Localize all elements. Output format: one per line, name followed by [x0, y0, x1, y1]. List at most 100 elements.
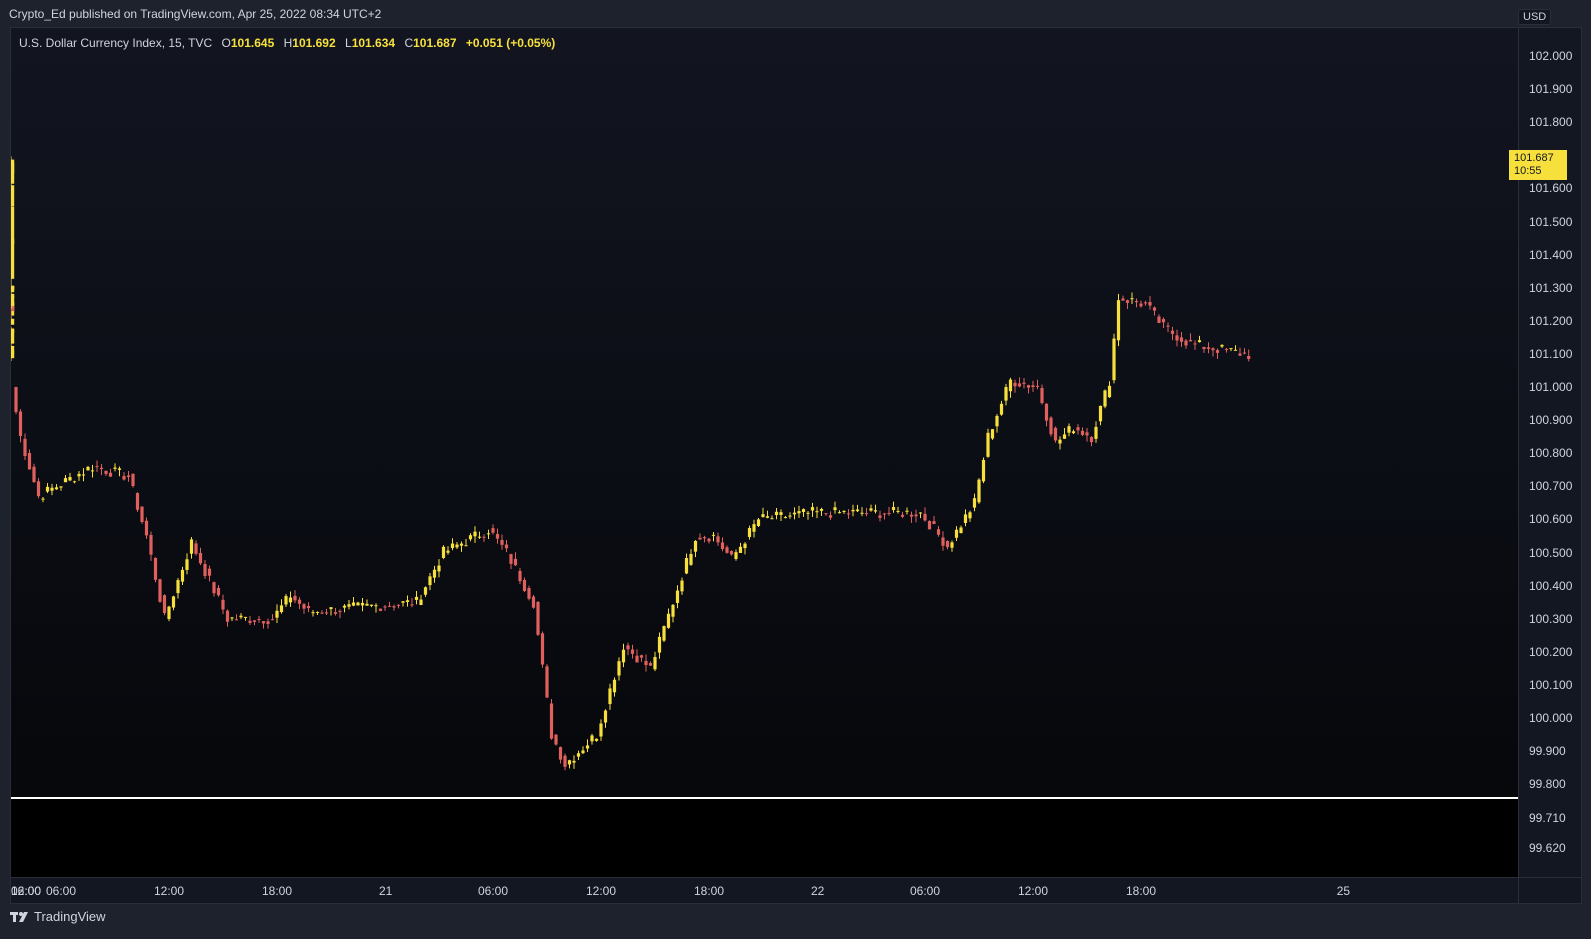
candle-body	[1013, 382, 1017, 387]
candle	[275, 604, 279, 623]
candle	[455, 541, 459, 550]
chart-frame[interactable]: U.S. Dollar Currency Index, 15, TVC O101…	[10, 27, 1582, 904]
last-price-label[interactable]: 101.687 10:55	[1509, 149, 1567, 180]
currency-badge[interactable]: USD	[1518, 9, 1552, 25]
candle	[500, 534, 504, 550]
candle-body	[11, 351, 15, 353]
candle	[11, 347, 15, 359]
candle	[851, 504, 855, 517]
bar-countdown: 10:55	[1514, 164, 1542, 177]
candle-body	[1188, 339, 1193, 342]
legend-change: +0.051 (+0.05%)	[465, 36, 556, 50]
candle	[63, 475, 68, 483]
candle-body	[99, 467, 104, 470]
tradingview-brand[interactable]: TradingView	[10, 909, 106, 924]
candle	[1112, 333, 1116, 384]
candle-body	[27, 453, 32, 470]
candle-body	[194, 543, 198, 554]
candle	[936, 526, 941, 537]
price-tick-label: 101.600	[1529, 181, 1573, 196]
time-tick-label: 21	[379, 884, 393, 898]
candle	[68, 472, 72, 482]
candle	[1058, 436, 1062, 450]
candle	[1215, 348, 1220, 359]
candle-body	[774, 511, 779, 516]
candle-body	[446, 550, 450, 553]
candle-body	[131, 473, 135, 486]
candle-body	[608, 688, 612, 705]
ohlc-legend: U.S. Dollar Currency Index, 15, TVC O101…	[19, 36, 555, 50]
candle	[14, 386, 18, 415]
price-tick-label: 102.000	[1529, 49, 1573, 63]
candle	[927, 520, 932, 530]
candle-body	[864, 513, 869, 515]
candlestick-chart[interactable]	[11, 28, 1518, 877]
candle	[720, 537, 725, 552]
candle	[540, 631, 545, 668]
candle-body	[482, 536, 486, 538]
candle	[396, 604, 401, 609]
price-axis[interactable]: 102.000 101.900 101.800 101.600 101.500 101.4…	[1518, 28, 1581, 877]
candle-body	[41, 498, 45, 500]
candle	[297, 597, 302, 610]
candle	[185, 553, 189, 575]
candle	[1035, 379, 1040, 390]
candle	[909, 511, 914, 523]
plot-area[interactable]: U.S. Dollar Currency Index, 15, TVC O101…	[11, 28, 1518, 877]
candle-body	[563, 755, 567, 767]
candle-body	[972, 498, 977, 508]
candle	[446, 546, 450, 555]
candle-body	[171, 596, 176, 608]
candle-body	[896, 510, 900, 512]
candle	[1179, 332, 1184, 347]
candle	[1184, 339, 1188, 349]
candle-body	[1103, 390, 1107, 407]
lower-pane[interactable]	[11, 799, 1518, 877]
candle	[918, 512, 923, 519]
candle-body	[999, 403, 1004, 415]
candle	[77, 471, 81, 481]
candle-body	[743, 543, 747, 549]
candle-body	[851, 509, 855, 512]
candle-body	[266, 621, 270, 624]
candle-body	[540, 633, 545, 665]
candle-body	[14, 387, 18, 412]
candle	[689, 549, 693, 566]
candle-body	[158, 579, 162, 602]
candle-body	[270, 619, 275, 621]
time-tick-label: 25	[1336, 884, 1351, 898]
candle-body	[761, 514, 765, 518]
candle-body	[626, 645, 630, 650]
candle	[662, 625, 666, 643]
time-tick-label: 18:00	[694, 884, 725, 898]
candle-body	[1071, 431, 1076, 434]
candle-body	[648, 663, 653, 666]
candle-body	[968, 512, 972, 519]
candle	[626, 642, 630, 656]
candle	[140, 506, 144, 524]
candle	[167, 605, 171, 622]
candle-body	[36, 481, 41, 497]
legend-high-key: H	[283, 36, 293, 50]
candle-body	[828, 515, 833, 518]
price-tick-label: 100.200	[1529, 644, 1573, 659]
candle	[194, 540, 198, 556]
time-axis[interactable]: 06:00 12:00 18:00 21 06:00 12:00 18:00 22 06:00 1…	[11, 877, 1518, 903]
candle	[243, 616, 248, 621]
candle	[203, 559, 207, 579]
candle-body	[693, 540, 698, 552]
candle	[1202, 346, 1206, 353]
candle	[504, 540, 509, 553]
candle	[509, 553, 513, 570]
candle	[1211, 347, 1215, 357]
candle	[711, 531, 716, 542]
candle	[1089, 436, 1094, 447]
candle-body	[891, 507, 896, 510]
time-tick-label: 12:00	[154, 884, 185, 898]
candle	[644, 654, 648, 672]
candle	[774, 507, 779, 520]
candle-body	[387, 605, 392, 607]
candle	[351, 596, 356, 607]
candle	[693, 540, 698, 558]
candle-body	[185, 559, 189, 570]
